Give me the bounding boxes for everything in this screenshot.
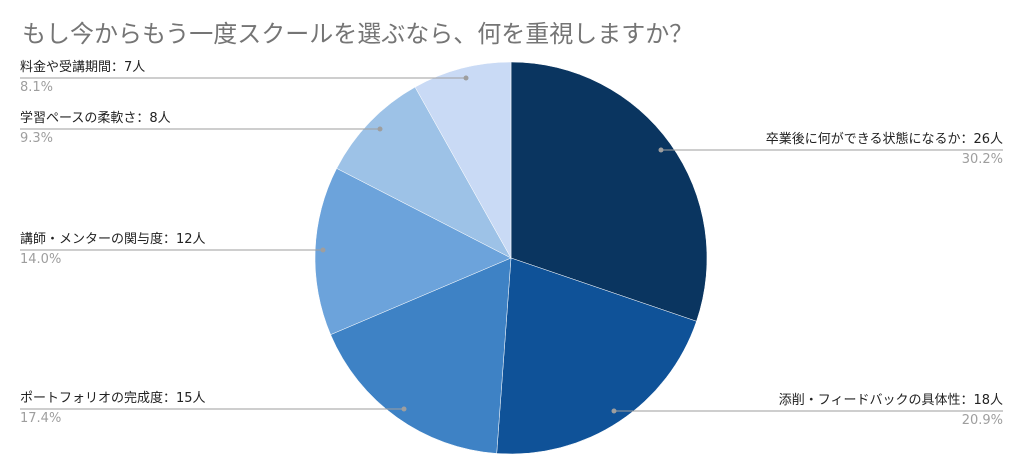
slice-label: 卒業後に何ができる状態になるか：26人 xyxy=(766,131,1003,147)
slice-percent: 17.4% xyxy=(20,411,61,426)
slice-label: 講師・メンターの関与度：12人 xyxy=(20,231,206,247)
slice-label: 学習ペースの柔軟さ：8人 xyxy=(20,110,171,126)
slice-percent: 9.3% xyxy=(20,131,53,146)
leader-dot xyxy=(320,247,326,253)
slice-label: 料金や受講期間：7人 xyxy=(20,59,145,75)
leader-dot xyxy=(377,126,383,132)
slice-label: ポートフォリオの完成度：15人 xyxy=(20,390,206,406)
pie-slice xyxy=(330,257,512,454)
pie-slice xyxy=(510,61,708,322)
leader-dot xyxy=(463,75,469,81)
pie-slice xyxy=(414,61,512,259)
pie-slice xyxy=(314,168,512,335)
pie-slice xyxy=(496,257,697,455)
slice-percent: 30.2% xyxy=(962,152,1003,167)
slice-percent: 8.1% xyxy=(20,80,53,95)
slice-label: 添削・フィードバックの具体性：18人 xyxy=(779,393,1003,408)
leader-dot xyxy=(658,147,664,153)
leader-dot xyxy=(401,406,407,412)
leader-dot xyxy=(611,408,617,414)
slice-percent: 20.9% xyxy=(962,413,1003,428)
chart-title: もし今からもう一度スクールを選ぶなら、何を重視しますか？ xyxy=(22,20,694,48)
slice-percent: 14.0% xyxy=(20,252,61,267)
